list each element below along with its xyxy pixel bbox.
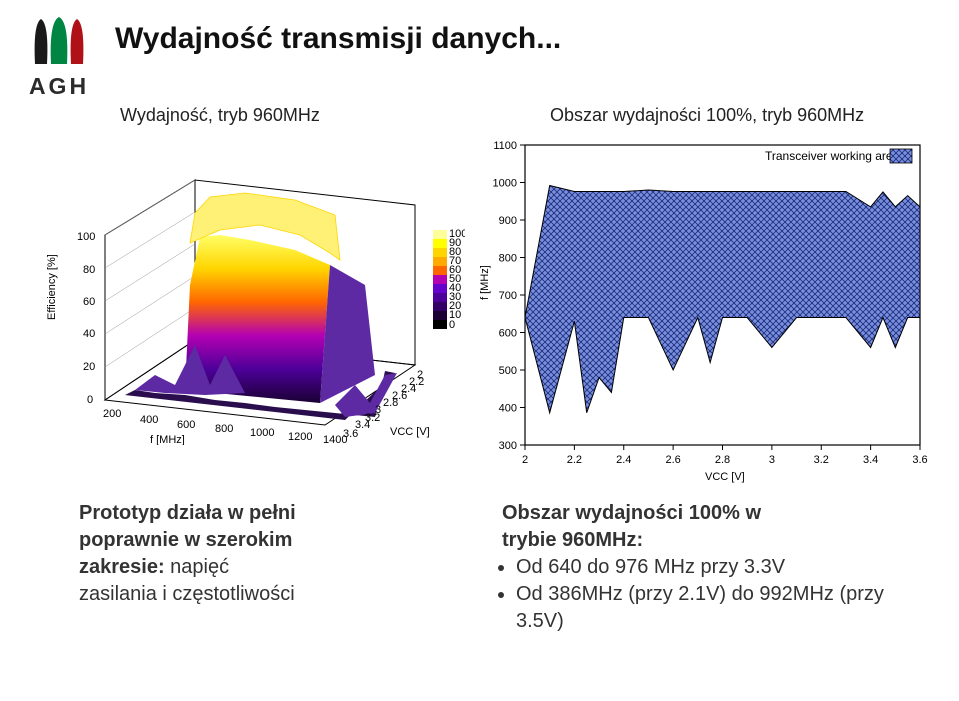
svg-text:0: 0 [87, 394, 93, 406]
svg-text:2: 2 [417, 369, 423, 381]
svg-text:3.2: 3.2 [814, 454, 829, 466]
svg-text:2.4: 2.4 [616, 454, 631, 466]
svg-text:400: 400 [499, 403, 517, 415]
svg-text:3: 3 [375, 404, 381, 416]
svg-text:800: 800 [215, 423, 233, 435]
svg-text:80: 80 [83, 264, 95, 276]
working-area-chart: 300 400 500 600 700 800 900 1000 1100 2 2.2 2.4 2.6… [470, 135, 940, 490]
lead1: Obszar wydajności 100% w [490, 500, 910, 527]
svg-text:1000: 1000 [250, 427, 274, 439]
svg-text:2.8: 2.8 [715, 454, 730, 466]
svg-text:1200: 1200 [288, 431, 312, 443]
svg-text:VCC [V]: VCC [V] [390, 426, 430, 438]
svg-text:2.6: 2.6 [665, 454, 680, 466]
svg-text:400: 400 [140, 414, 158, 426]
svg-text:600: 600 [177, 419, 195, 431]
logo-text: AGH [29, 73, 89, 100]
svg-text:200: 200 [103, 408, 121, 420]
svg-text:3: 3 [769, 454, 775, 466]
svg-text:Efficiency [%]: Efficiency [%] [46, 254, 58, 320]
line3h: zakresie: [79, 556, 165, 578]
subtitle-right: Obszar wydajności 100%, tryb 960MHz [550, 105, 864, 126]
svg-text:1100: 1100 [493, 140, 517, 152]
colorbar: 100 90 80 70 60 50 40 30 20 10 0 [433, 228, 465, 331]
svg-text:100: 100 [77, 231, 95, 243]
svg-text:600: 600 [499, 328, 517, 340]
svg-text:300: 300 [499, 440, 517, 452]
subtitle-left: Wydajność, tryb 960MHz [120, 105, 320, 126]
logo-icon [29, 14, 89, 69]
svg-text:800: 800 [499, 253, 517, 265]
svg-text:3.4: 3.4 [863, 454, 878, 466]
legend-label: Transceiver working area [765, 149, 900, 163]
svg-text:500: 500 [499, 365, 517, 377]
right-summary: Obszar wydajności 100% w trybie 960MHz: … [490, 500, 910, 635]
line3t: napięć [165, 556, 230, 578]
svg-text:0: 0 [449, 319, 455, 331]
svg-text:900: 900 [499, 215, 517, 227]
line4: zasilania i częstotliwości [79, 583, 295, 605]
svg-text:2: 2 [522, 454, 528, 466]
left-summary: Prototyp działa w pełni poprawnie w szer… [79, 500, 449, 608]
lead2: trybie 960MHz: [490, 527, 910, 554]
legend: Transceiver working area [765, 149, 912, 163]
svg-text:40: 40 [83, 328, 95, 340]
svg-text:3.6: 3.6 [912, 454, 927, 466]
line1: Prototyp działa w pełni [79, 502, 296, 524]
slide-title: Wydajność transmisji danych... [115, 22, 561, 56]
svg-text:20: 20 [83, 361, 95, 373]
svg-text:700: 700 [499, 290, 517, 302]
bullet-2: Od 386MHz (przy 2.1V) do 992MHz (przy 3.… [516, 581, 910, 635]
svg-text:f [MHz]: f [MHz] [150, 434, 185, 445]
svg-text:VCC [V]: VCC [V] [705, 471, 745, 483]
line2: poprawnie w szerokim [79, 529, 292, 551]
svg-text:f [MHz]: f [MHz] [479, 265, 491, 300]
svg-text:2.2: 2.2 [567, 454, 582, 466]
svg-text:60: 60 [83, 296, 95, 308]
bullet-1: Od 640 do 976 MHz przy 3.3V [516, 554, 910, 581]
svg-text:1000: 1000 [493, 178, 517, 190]
efficiency-3d-chart: Efficiency [%] 0 20 40 60 80 100 200 400… [45, 145, 465, 445]
agh-logo: AGH [14, 14, 104, 124]
